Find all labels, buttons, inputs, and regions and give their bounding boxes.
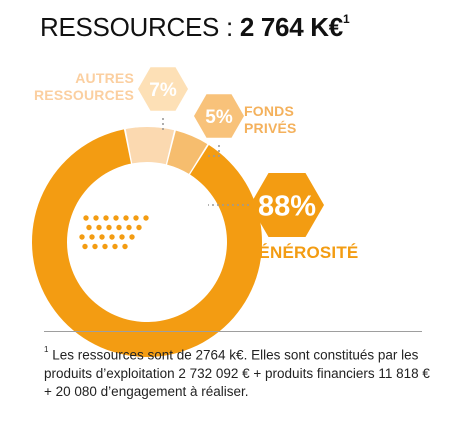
decorative-dot (102, 243, 108, 250)
decorative-dot (109, 234, 115, 240)
slice-percentage-label: 88% (258, 190, 316, 222)
decorative-dot (122, 243, 128, 250)
decorative-dot (143, 215, 149, 221)
slice-percentage-label: 7% (149, 80, 177, 101)
slice-fonds-prives (167, 130, 208, 174)
footnote: 1 Les ressources sont de 2764 k€. Elles … (44, 343, 439, 401)
slice-label-generosite: GÉNÉROSITÉ (245, 244, 358, 261)
decorative-dot (116, 224, 122, 231)
decorative-dot (136, 224, 142, 231)
decorative-dot (93, 215, 99, 221)
title-total: 2 764 K€ (239, 12, 343, 42)
decorative-dot (126, 224, 132, 231)
decorative-dot (103, 215, 109, 221)
decorative-dot (123, 215, 129, 221)
percentage-hexagons: 7% 5% 88% (138, 67, 324, 237)
decorative-dot (82, 243, 88, 250)
hex-generosite (250, 173, 324, 237)
decorative-dot (79, 234, 85, 240)
decorative-dot (83, 215, 89, 221)
decorative-dot (89, 234, 95, 240)
decorative-dot (112, 243, 118, 250)
slice-label-line: PRIVÉS (244, 120, 297, 136)
donut-slices (31, 126, 262, 357)
decorative-dot (96, 224, 102, 231)
slice-percentage-label: 5% (205, 107, 233, 128)
decorative-dot (113, 215, 119, 221)
decorative-dot (133, 215, 139, 221)
decorative-dot (129, 234, 135, 240)
decorative-dot (92, 243, 98, 250)
footnote-divider (44, 331, 422, 332)
slice-label-autres-ressources: AUTRES RESSOURCES (28, 70, 134, 104)
leader-line (206, 145, 220, 157)
leader-lines (162, 118, 249, 206)
hex-fonds-prives (194, 94, 244, 138)
slice-label-line: FONDS (244, 103, 294, 119)
hex-autres-ressources (138, 67, 188, 111)
footnote-mark: 1 (44, 345, 49, 354)
decorative-dot (119, 234, 125, 240)
chart-title: RESSOURCES : 2 764 K€1 (40, 12, 350, 43)
title-prefix: RESSOURCES : (40, 12, 240, 42)
decorative-dot (99, 234, 105, 240)
slice-label-line: AUTRES (75, 70, 134, 86)
slice-label-fonds-prives: FONDS PRIVÉS (244, 103, 297, 137)
title-footnote-mark: 1 (342, 12, 350, 27)
slice-label-line: RESSOURCES (33, 87, 134, 103)
slice-label-line: GÉNÉROSITÉ (245, 243, 359, 262)
footnote-text: Les ressources sont de 2764 k€. Elles so… (44, 347, 430, 399)
slice-generosite (31, 129, 262, 357)
decorative-dot (86, 224, 92, 231)
decorative-dot (106, 224, 112, 231)
decorative-dot-pattern (79, 215, 149, 250)
slice-autres-ressources (125, 126, 175, 165)
